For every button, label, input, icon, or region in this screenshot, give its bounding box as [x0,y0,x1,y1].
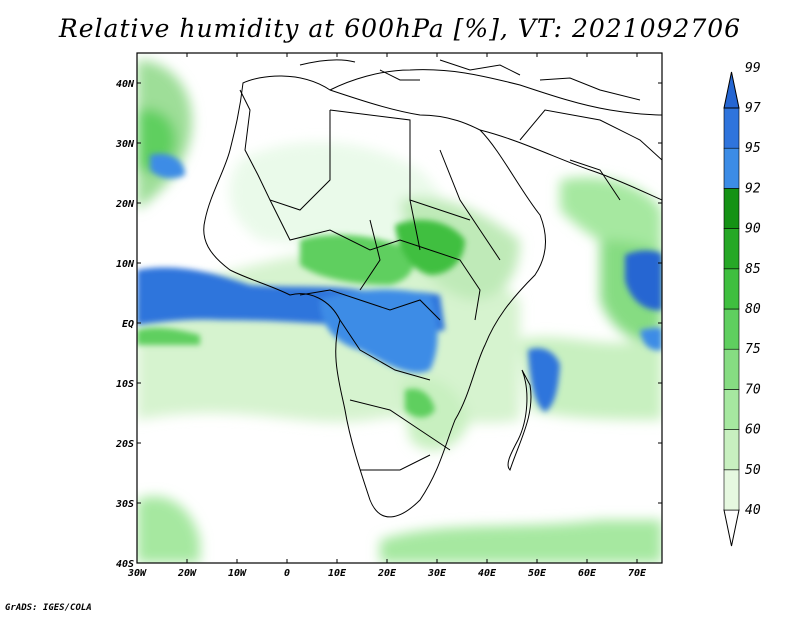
lon-tick-label: 40E [478,568,497,579]
colorbar-swatch [723,308,740,350]
colorbar-label: 75 [745,342,761,357]
colorbar-swatch [723,188,740,229]
colorbar-max-arrow [723,71,740,109]
humidity-field [137,53,662,563]
colorbar-label: 60 [745,423,761,438]
longitude-axis: 30W 20W 10W 0 10E 20E 30E 40E 50E 60E 70E [127,53,647,579]
lon-tick-label: 10E [328,568,347,579]
lon-tick-label: 10W [228,568,247,579]
credit-text: GrADS: IGES/COLA [5,603,92,613]
colorbar-label: 70 [745,382,761,397]
lat-tick-label: 10S [116,379,134,390]
colorbar-swatch [723,268,740,310]
map-title: Relative humidity at 600hPa [%], VT: 202… [58,14,742,43]
colorbar-label: 50 [745,463,761,478]
lon-tick-label: 60E [578,568,597,579]
lat-tick-label: 30N [115,139,135,150]
colorbar-label: 90 [745,222,761,237]
colorbar-label: 40 [745,503,761,518]
lon-tick-label: 20E [377,568,397,579]
colorbar-label: 92 [745,181,761,196]
lat-tick-label: 30S [115,499,134,510]
lon-tick-label: 30E [427,568,447,579]
colorbar-swatch [723,147,740,189]
lat-tick-label: 20N [115,199,135,210]
colorbar-swatch [723,469,740,511]
lat-tick-label: 20S [115,439,134,450]
lat-tick-label: 40S [116,559,134,570]
latitude-axis: 40N 30N 20N 10N EQ 10S 20S 30S 40S [115,79,662,570]
colorbar-label: 95 [745,141,761,156]
colorbar-swatch [723,107,740,149]
colorbar-min-arrow [723,509,740,547]
lon-tick-label: 20W [177,568,197,579]
coastlines [203,59,662,518]
colorbar-label: 97 [745,101,761,116]
lon-tick-label: 30W [127,568,147,579]
lat-tick-label: 10N [116,259,135,270]
colorbar-swatch [723,429,740,471]
colorbar-swatch [723,389,740,430]
colorbar-label: 80 [745,302,761,317]
lat-tick-label: EQ [122,319,134,330]
lon-tick-label: 0 [284,568,290,579]
colorbar: 40 50 60 70 75 80 85 90 92 95 97 99 [723,61,761,547]
colorbar-label: 85 [745,262,761,277]
colorbar-label: 99 [745,61,761,76]
map-frame [136,52,663,564]
lon-tick-label: 70E [628,568,647,579]
lon-tick-label: 50E [528,568,547,579]
colorbar-swatch [723,348,740,390]
lat-tick-label: 40N [116,79,135,90]
colorbar-swatch [723,228,740,270]
